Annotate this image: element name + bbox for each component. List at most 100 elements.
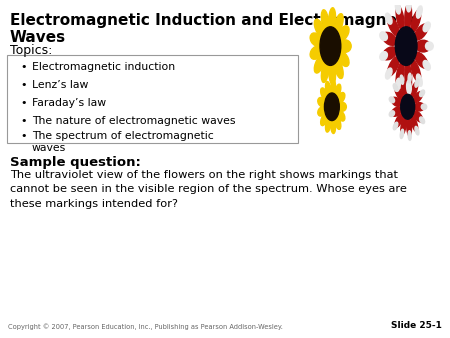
Ellipse shape [329,8,336,30]
Ellipse shape [396,5,404,30]
Ellipse shape [395,87,403,100]
Ellipse shape [339,40,351,52]
Ellipse shape [321,10,329,31]
Ellipse shape [407,80,411,94]
Text: The spectrum of electromagnetic
waves: The spectrum of electromagnetic waves [32,131,214,153]
Ellipse shape [396,1,400,14]
Ellipse shape [338,51,349,67]
Ellipse shape [423,22,430,32]
Ellipse shape [414,111,423,122]
Bar [7,55,298,143]
Ellipse shape [318,107,326,116]
Text: Waves: Waves [10,30,66,45]
Ellipse shape [414,103,424,111]
Ellipse shape [408,131,411,140]
Circle shape [401,94,414,119]
Ellipse shape [389,97,395,103]
Ellipse shape [411,82,418,97]
Ellipse shape [423,61,430,70]
Ellipse shape [392,107,401,116]
Text: •: • [20,98,27,108]
Ellipse shape [331,118,336,134]
Ellipse shape [338,93,345,103]
Ellipse shape [414,52,428,68]
Ellipse shape [401,118,406,135]
Ellipse shape [426,42,433,50]
Text: •: • [20,116,27,126]
Ellipse shape [321,114,328,126]
Text: The nature of electromagnetic waves: The nature of electromagnetic waves [32,116,235,126]
Text: Copyright © 2007, Pearson Education, Inc., Publishing as Pearson Addison-Wesley.: Copyright © 2007, Pearson Education, Inc… [8,323,283,330]
Ellipse shape [395,114,403,127]
Ellipse shape [400,129,404,139]
Ellipse shape [321,61,329,82]
Text: Electromagnetic induction: Electromagnetic induction [32,62,175,72]
Text: Lenz’s law: Lenz’s law [32,80,88,90]
Ellipse shape [314,19,324,37]
Ellipse shape [416,6,422,18]
Text: Topics:: Topics: [10,44,52,57]
Ellipse shape [416,40,431,52]
Circle shape [395,27,417,66]
Ellipse shape [415,126,419,135]
Text: •: • [20,62,27,72]
Ellipse shape [411,116,418,131]
Ellipse shape [401,79,406,96]
Text: Slide 25-1: Slide 25-1 [391,321,442,330]
Ellipse shape [411,10,421,32]
Ellipse shape [335,84,341,98]
Text: Electromagnetic Induction and Electromagnetic: Electromagnetic Induction and Electromag… [10,13,418,28]
Ellipse shape [387,16,399,36]
Ellipse shape [325,118,331,132]
Ellipse shape [380,32,387,41]
Circle shape [320,27,341,66]
Ellipse shape [416,74,422,86]
Ellipse shape [400,75,404,84]
Ellipse shape [335,116,341,129]
Ellipse shape [382,32,397,45]
Ellipse shape [325,81,331,96]
Text: •: • [20,80,27,90]
Ellipse shape [331,80,336,95]
Ellipse shape [405,63,412,89]
Ellipse shape [393,84,398,91]
Ellipse shape [386,13,392,24]
Text: The ultraviolet view of the flowers on the right shows markings that
cannot be s: The ultraviolet view of the flowers on t… [10,170,407,209]
Ellipse shape [310,33,322,46]
Ellipse shape [329,63,336,84]
Ellipse shape [321,88,328,100]
Ellipse shape [414,92,423,103]
Text: Sample question:: Sample question: [10,156,141,169]
Ellipse shape [407,0,411,12]
Ellipse shape [396,78,400,91]
Text: Faraday’s law: Faraday’s law [32,98,106,108]
Ellipse shape [421,104,427,110]
Ellipse shape [318,97,326,107]
Ellipse shape [393,122,398,130]
Ellipse shape [338,26,349,41]
Ellipse shape [338,102,346,111]
Ellipse shape [396,62,404,87]
Ellipse shape [419,90,425,97]
Text: •: • [20,131,27,141]
Ellipse shape [407,118,411,136]
Ellipse shape [386,68,392,79]
Ellipse shape [310,46,322,59]
Ellipse shape [411,60,421,82]
Ellipse shape [408,73,411,83]
Ellipse shape [387,56,399,76]
Ellipse shape [382,47,397,60]
Ellipse shape [414,24,428,40]
Ellipse shape [334,59,343,78]
Ellipse shape [407,77,411,95]
Ellipse shape [389,111,395,117]
Ellipse shape [392,97,401,106]
Ellipse shape [405,3,412,29]
Ellipse shape [415,79,419,87]
Ellipse shape [314,56,324,73]
Circle shape [324,93,339,121]
Ellipse shape [338,111,345,121]
Ellipse shape [334,14,343,33]
Ellipse shape [419,117,425,124]
Ellipse shape [380,52,387,61]
